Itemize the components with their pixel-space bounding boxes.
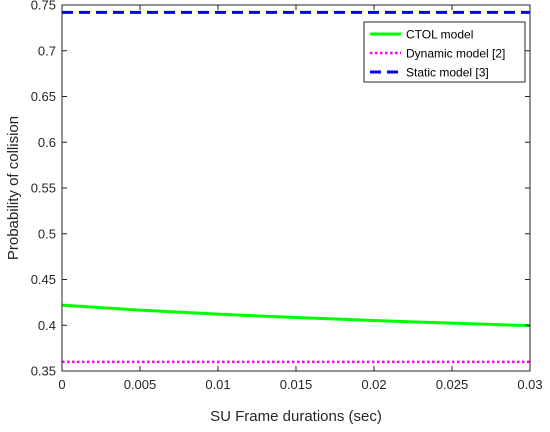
y-tick-label: 0.4 — [38, 318, 56, 333]
x-axis-label: SU Frame durations (sec) — [210, 408, 382, 425]
legend-entry-label: Dynamic model [2] — [406, 47, 505, 61]
x-tick-label: 0.03 — [517, 377, 542, 392]
legend-entry-label: Static model [3] — [406, 66, 489, 80]
legend-entry-label: CTOL model — [406, 28, 473, 42]
y-tick-label: 0.55 — [31, 181, 56, 196]
legend: CTOL model Dynamic model [2] Static model … — [363, 21, 526, 83]
series-line-ctol-model — [61, 303, 531, 328]
x-tick-label: 0.015 — [280, 377, 313, 392]
x-tick-label: 0 — [58, 377, 65, 392]
x-tick-label: 0.025 — [436, 377, 469, 392]
x-tick-label: 0.005 — [124, 377, 157, 392]
y-tick-label: 0.35 — [31, 364, 56, 379]
y-axis-label: Probability of collision — [5, 116, 22, 260]
y-tick-label: 0.45 — [31, 272, 56, 287]
x-tick-label: 0.01 — [205, 377, 230, 392]
series-layer — [61, 10, 531, 364]
y-tick-label: 0.75 — [31, 0, 56, 13]
y-tick-label: 0.65 — [31, 89, 56, 104]
x-tick-label: 0.02 — [361, 377, 386, 392]
ticks-layer: 0 0.005 0.01 0.015 0.02 0.025 0.03 0.35 0.4 0.45 0… — [31, 0, 543, 392]
y-tick-label: 0.5 — [38, 226, 56, 241]
y-tick-label: 0.6 — [38, 135, 56, 150]
y-tick-label: 0.7 — [38, 43, 56, 58]
